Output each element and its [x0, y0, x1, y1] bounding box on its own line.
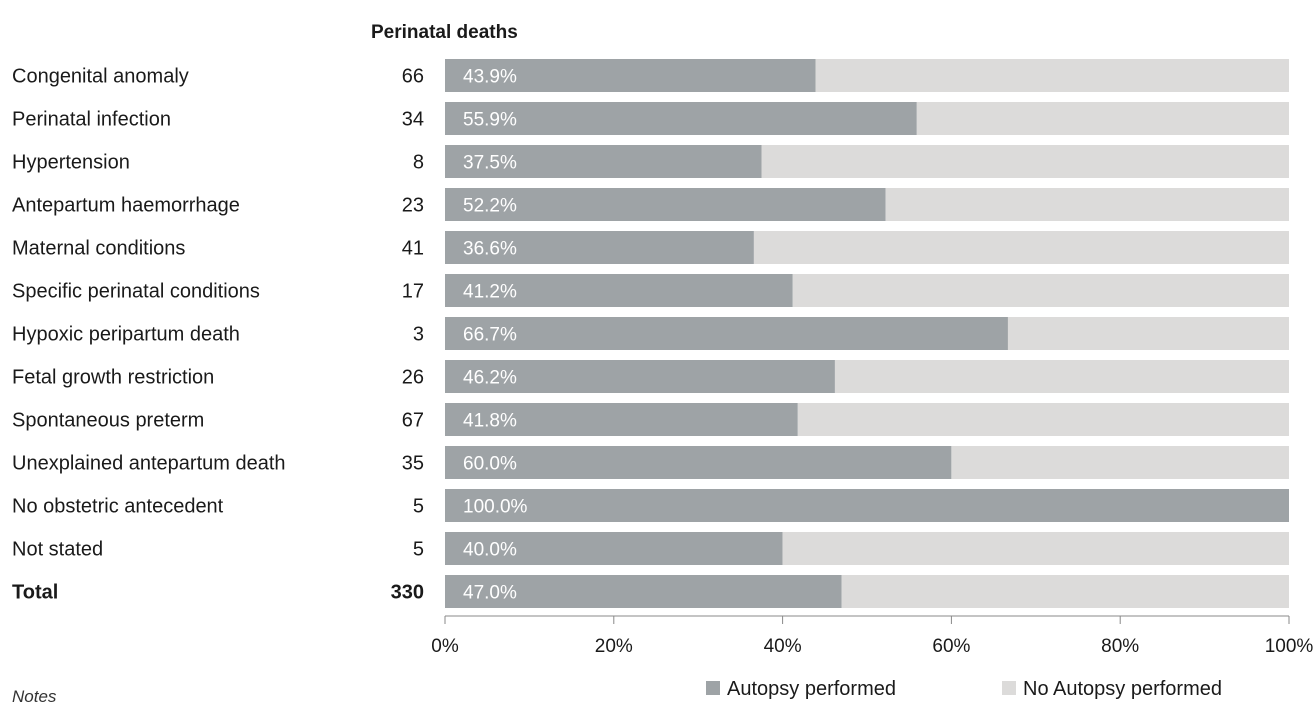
data-label-fetal-growth-restriction: 46.2% — [463, 368, 517, 389]
bar-segment-no-autopsy-performed-total — [841, 575, 1289, 608]
data-label-total: 47.0% — [463, 583, 517, 604]
bar-segment-no-autopsy-performed-maternal-conditions — [753, 231, 1289, 264]
legend: Autopsy performed No Autopsy performed — [706, 678, 1222, 700]
bar-segment-no-autopsy-performed-antepartum-haemorrhage — [885, 188, 1289, 221]
bar-segment-autopsy-performed-no-obstetric-antecedent — [445, 489, 1289, 522]
bar-segment-autopsy-performed-antepartum-haemorrhage — [445, 188, 886, 221]
bar-segment-autopsy-performed-total — [445, 575, 842, 608]
count-label-perinatal-infection: 34 — [402, 109, 424, 131]
bar-segment-autopsy-performed-not-stated — [445, 532, 783, 565]
legend-label-no-autopsy-performed: No Autopsy performed — [1023, 678, 1222, 700]
bar-segment-autopsy-performed-specific-perinatal-conditions — [445, 274, 793, 307]
category-label-antepartum-haemorrhage: Antepartum haemorrhage — [12, 195, 240, 217]
row-congenital-anomaly: Congenital anomaly 66 43.9% — [12, 59, 1289, 92]
data-label-maternal-conditions: 36.6% — [463, 239, 517, 260]
bar-segment-no-autopsy-performed-fetal-growth-restriction — [834, 360, 1289, 393]
row-unexplained-antepartum-death: Unexplained antepartum death 35 60.0% — [12, 446, 1289, 479]
category-label-fetal-growth-restriction: Fetal growth restriction — [12, 367, 214, 389]
row-fetal-growth-restriction: Fetal growth restriction 26 46.2% — [12, 360, 1289, 393]
row-antepartum-haemorrhage: Antepartum haemorrhage 23 52.2% — [12, 188, 1289, 221]
count-label-total: 330 — [391, 582, 424, 604]
data-label-antepartum-haemorrhage: 52.2% — [463, 196, 517, 217]
x-tick-label-100: 100% — [1265, 636, 1314, 657]
x-tick-label-60: 60% — [932, 636, 970, 657]
row-hypoxic-peripartum-death: Hypoxic peripartum death 3 66.7% — [12, 317, 1289, 350]
category-label-perinatal-infection: Perinatal infection — [12, 109, 171, 131]
category-label-not-stated: Not stated — [12, 539, 103, 561]
legend-label-autopsy-performed: Autopsy performed — [727, 678, 896, 700]
bar-segment-autopsy-performed-fetal-growth-restriction — [445, 360, 835, 393]
bar-segment-autopsy-performed-spontaneous-preterm — [445, 403, 798, 436]
x-tick-label-80: 80% — [1101, 636, 1139, 657]
row-no-obstetric-antecedent: No obstetric antecedent 5 100.0% — [12, 489, 1289, 522]
bar-segment-no-autopsy-performed-hypertension — [761, 145, 1289, 178]
data-label-hypoxic-peripartum-death: 66.7% — [463, 325, 517, 346]
legend-swatch-autopsy-performed — [706, 681, 720, 695]
count-label-not-stated: 5 — [413, 539, 424, 561]
count-label-fetal-growth-restriction: 26 — [402, 367, 424, 389]
count-label-spontaneous-preterm: 67 — [402, 410, 424, 432]
data-label-perinatal-infection: 55.9% — [463, 110, 517, 131]
count-label-congenital-anomaly: 66 — [402, 66, 424, 88]
row-maternal-conditions: Maternal conditions 41 36.6% — [12, 231, 1289, 264]
bar-segment-no-autopsy-performed-hypoxic-peripartum-death — [1007, 317, 1289, 350]
data-label-spontaneous-preterm: 41.8% — [463, 411, 517, 432]
row-not-stated: Not stated 5 40.0% — [12, 532, 1289, 565]
count-label-unexplained-antepartum-death: 35 — [402, 453, 424, 475]
bar-segment-no-autopsy-performed-not-stated — [782, 532, 1289, 565]
bar-segment-autopsy-performed-congenital-anomaly — [445, 59, 816, 92]
data-label-not-stated: 40.0% — [463, 540, 517, 561]
count-label-maternal-conditions: 41 — [402, 238, 424, 260]
row-hypertension: Hypertension 8 37.5% — [12, 145, 1289, 178]
count-label-specific-perinatal-conditions: 17 — [402, 281, 424, 303]
x-axis: 0% 20% 40% 60% 80% 100% — [431, 615, 1314, 657]
bar-segment-autopsy-performed-hypertension — [445, 145, 762, 178]
category-label-maternal-conditions: Maternal conditions — [12, 238, 185, 260]
count-label-hypertension: 8 — [413, 152, 424, 174]
column-header-perinatal-deaths: Perinatal deaths — [371, 22, 518, 43]
bar-segment-no-autopsy-performed-specific-perinatal-conditions — [792, 274, 1289, 307]
row-spontaneous-preterm: Spontaneous preterm 67 41.8% — [12, 403, 1289, 436]
row-perinatal-infection: Perinatal infection 34 55.9% — [12, 102, 1289, 135]
x-tick-label-0: 0% — [431, 636, 459, 657]
footnote-notes: Notes — [12, 687, 57, 702]
category-label-hypoxic-peripartum-death: Hypoxic peripartum death — [12, 324, 240, 346]
bar-segment-autopsy-performed-unexplained-antepartum-death — [445, 446, 952, 479]
x-tick-label-20: 20% — [595, 636, 633, 657]
bar-segment-no-autopsy-performed-perinatal-infection — [916, 102, 1289, 135]
category-label-unexplained-antepartum-death: Unexplained antepartum death — [12, 453, 286, 475]
data-label-unexplained-antepartum-death: 60.0% — [463, 454, 517, 475]
data-label-no-obstetric-antecedent: 100.0% — [463, 497, 528, 518]
data-label-hypertension: 37.5% — [463, 153, 517, 174]
row-total: Total 330 47.0% — [12, 575, 1289, 608]
row-specific-perinatal-conditions: Specific perinatal conditions 17 41.2% — [12, 274, 1289, 307]
category-label-no-obstetric-antecedent: No obstetric antecedent — [12, 496, 224, 518]
bar-segment-autopsy-performed-hypoxic-peripartum-death — [445, 317, 1008, 350]
bar-segment-no-autopsy-performed-congenital-anomaly — [815, 59, 1289, 92]
x-tick-label-40: 40% — [764, 636, 802, 657]
data-label-specific-perinatal-conditions: 41.2% — [463, 282, 517, 303]
category-label-total: Total — [12, 582, 58, 604]
bar-segment-no-autopsy-performed-unexplained-antepartum-death — [951, 446, 1289, 479]
category-label-hypertension: Hypertension — [12, 152, 130, 174]
count-label-hypoxic-peripartum-death: 3 — [413, 324, 424, 346]
category-label-specific-perinatal-conditions: Specific perinatal conditions — [12, 281, 260, 303]
count-label-antepartum-haemorrhage: 23 — [402, 195, 424, 217]
count-label-no-obstetric-antecedent: 5 — [413, 496, 424, 518]
data-label-congenital-anomaly: 43.9% — [463, 67, 517, 88]
chart-rows: Congenital anomaly 66 43.9% Perinatal infec… — [12, 59, 1289, 608]
bar-segment-autopsy-performed-perinatal-infection — [445, 102, 917, 135]
legend-swatch-no-autopsy-performed — [1002, 681, 1016, 695]
category-label-congenital-anomaly: Congenital anomaly — [12, 66, 189, 88]
category-label-spontaneous-preterm: Spontaneous preterm — [12, 410, 204, 432]
bar-segment-autopsy-performed-maternal-conditions — [445, 231, 754, 264]
bar-segment-no-autopsy-performed-spontaneous-preterm — [797, 403, 1289, 436]
